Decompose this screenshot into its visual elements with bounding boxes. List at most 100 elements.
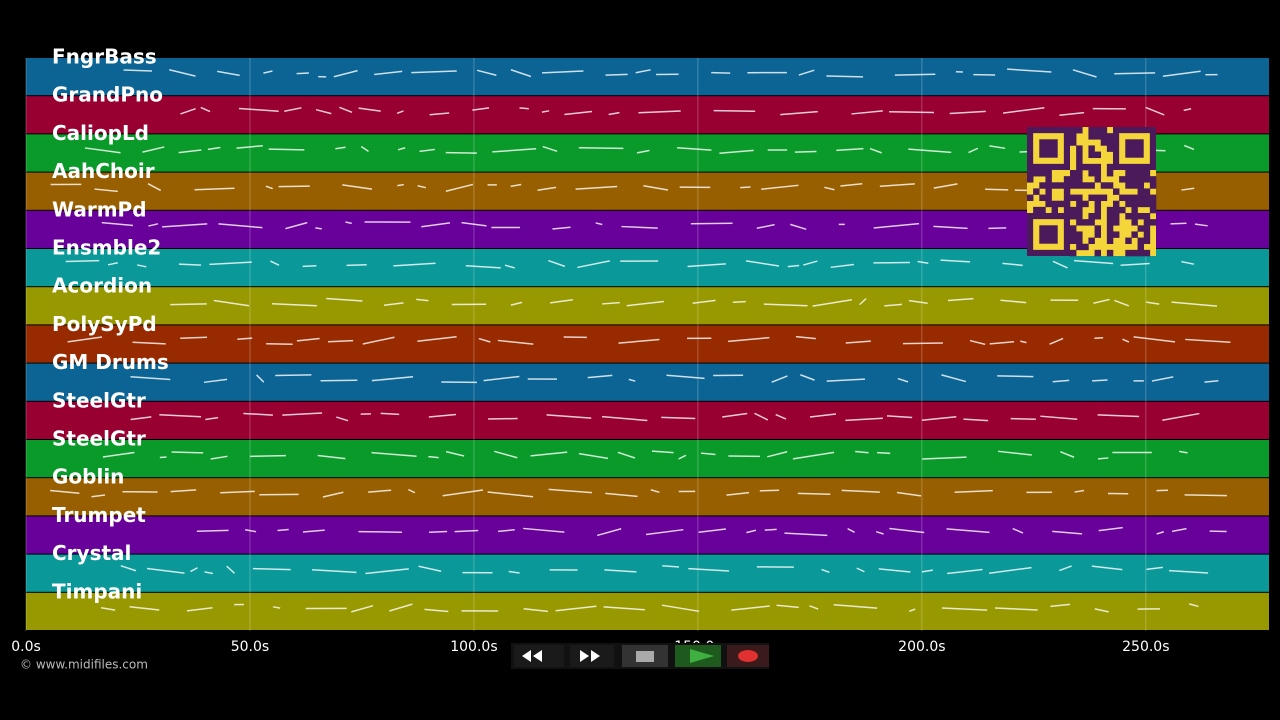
- track-labels: FngrBass GrandPno CaliopLd AahChoir WarmPd En…: [52, 45, 169, 604]
- qr-cell: [1070, 206, 1077, 214]
- qr-cell: [1094, 206, 1102, 214]
- note: [65, 259, 100, 263]
- note: [809, 605, 819, 610]
- note: [677, 146, 712, 151]
- note: [875, 530, 884, 535]
- note: [207, 146, 221, 151]
- note: [917, 260, 929, 265]
- note: [687, 263, 726, 268]
- qr-cell: [1137, 237, 1145, 245]
- qr-cell: [1070, 231, 1077, 238]
- qr-cell: [1119, 176, 1126, 183]
- track-name: Goblin: [52, 465, 124, 489]
- note: [510, 183, 522, 188]
- qr-cell: [1113, 219, 1120, 226]
- note: [555, 605, 597, 612]
- note: [941, 374, 967, 383]
- track-name: FngrBass: [52, 45, 157, 69]
- qr-finder-core: [1039, 139, 1058, 158]
- note: [213, 299, 250, 307]
- note: [497, 339, 534, 345]
- note: [596, 528, 622, 537]
- note: [100, 606, 116, 611]
- play-button[interactable]: [675, 645, 721, 667]
- rewind-button[interactable]: [514, 645, 564, 667]
- stop-button[interactable]: [622, 645, 668, 667]
- note: [1012, 527, 1024, 534]
- note: [508, 570, 520, 574]
- note: [869, 147, 882, 154]
- note: [830, 263, 854, 269]
- record-button[interactable]: [727, 645, 769, 667]
- note: [519, 107, 529, 110]
- note: [1183, 108, 1192, 112]
- note: [315, 227, 322, 230]
- qr-cell: [1057, 200, 1065, 208]
- forward-button[interactable]: [570, 645, 614, 667]
- note: [767, 451, 788, 458]
- note: [1146, 301, 1160, 305]
- note: [688, 567, 730, 572]
- grid: [25, 58, 1147, 631]
- note: [1171, 301, 1218, 307]
- qr-finder: [1112, 126, 1156, 170]
- note: [218, 223, 263, 229]
- note: [552, 226, 571, 230]
- note: [636, 149, 650, 154]
- note: [602, 301, 620, 305]
- note: [328, 339, 354, 343]
- qr-cell: [1106, 133, 1114, 140]
- note: [946, 528, 990, 534]
- qr-cell: [1027, 176, 1034, 183]
- note: [217, 70, 240, 77]
- note: [740, 186, 751, 189]
- qr-cell: [1106, 145, 1114, 152]
- note: [1114, 299, 1130, 307]
- qr-cell: [1094, 200, 1102, 208]
- qr-cell: [1088, 170, 1095, 177]
- note: [1133, 336, 1176, 343]
- note: [360, 145, 369, 152]
- note: [476, 69, 497, 77]
- qr-cell: [1125, 170, 1132, 177]
- note: [1194, 223, 1208, 227]
- note: [397, 147, 406, 151]
- qr-cell: [1137, 200, 1145, 208]
- qr-cell: [1070, 176, 1077, 183]
- note: [638, 110, 681, 114]
- note: [277, 528, 289, 532]
- note: [803, 260, 818, 266]
- note: [879, 183, 915, 188]
- note: [650, 489, 660, 494]
- note: [1040, 415, 1078, 421]
- note: [728, 336, 770, 343]
- note: [209, 261, 252, 266]
- note: [107, 261, 118, 266]
- note: [1049, 337, 1064, 345]
- note: [454, 529, 479, 533]
- qr-cell: [1088, 219, 1095, 226]
- note: [510, 69, 532, 78]
- note: [159, 414, 202, 418]
- qr-cell: [1125, 213, 1132, 220]
- note: [666, 374, 705, 380]
- note: [178, 263, 202, 266]
- note: [1097, 414, 1140, 418]
- tick-label: 50.0s: [231, 639, 269, 655]
- qr-cell: [1088, 182, 1095, 189]
- note: [272, 606, 281, 609]
- note: [147, 183, 162, 192]
- note: [523, 527, 565, 533]
- qr-cell: [1143, 213, 1151, 220]
- qr-cell: [1143, 176, 1151, 183]
- qr-cell: [1088, 213, 1095, 220]
- track-band: [26, 401, 1269, 439]
- note: [424, 608, 449, 613]
- note: [604, 569, 637, 573]
- note: [203, 378, 228, 384]
- note: [498, 529, 515, 533]
- note: [272, 302, 317, 307]
- note: [1151, 376, 1174, 382]
- note: [1188, 603, 1199, 608]
- note: [1097, 457, 1109, 460]
